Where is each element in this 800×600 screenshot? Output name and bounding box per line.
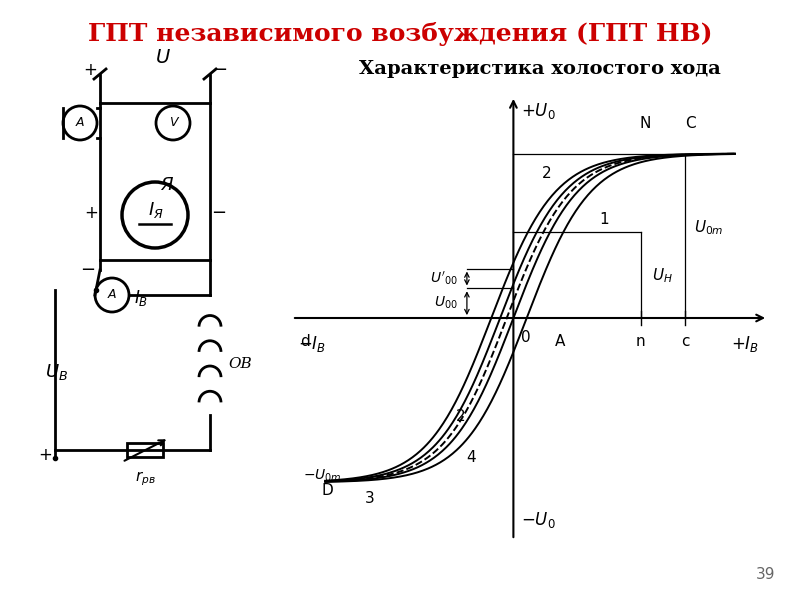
Text: V: V [169,116,178,130]
Circle shape [63,106,97,140]
Text: $U_{00}$: $U_{00}$ [434,295,458,311]
Circle shape [122,182,188,248]
Text: 2: 2 [542,166,551,181]
Text: A: A [554,334,565,349]
Text: $Я$: $Я$ [160,176,174,194]
Text: 39: 39 [755,567,775,582]
Text: $U'_{00}$: $U'_{00}$ [430,270,458,287]
Text: −: − [213,61,227,79]
Text: ГПТ независимого возбуждения (ГПТ НВ): ГПТ независимого возбуждения (ГПТ НВ) [88,22,712,46]
Text: C: C [685,116,696,131]
Text: $r_{р в}$: $r_{р в}$ [134,469,155,488]
Text: d: d [301,334,310,349]
Text: 3: 3 [365,491,374,506]
Text: $I_B$: $I_B$ [134,288,148,308]
Text: $I_Я$: $I_Я$ [148,200,164,220]
Text: +: + [83,61,97,79]
Text: $-U_{0m}$: $-U_{0m}$ [303,467,342,484]
Text: A: A [76,116,84,130]
Text: 0: 0 [521,329,530,344]
Text: D: D [322,483,334,498]
Text: +: + [38,446,52,464]
Text: Характеристика холостого хода: Характеристика холостого хода [359,60,721,78]
Text: n: n [636,334,646,349]
Text: c: c [681,334,690,349]
Circle shape [95,278,129,312]
Text: $U_H$: $U_H$ [652,266,673,284]
Text: −: − [81,261,95,279]
Text: $+U_0$: $+U_0$ [521,101,556,121]
Text: $U$: $U$ [155,49,171,67]
Bar [127,443,163,457]
Text: 1: 1 [599,212,609,227]
Text: −: − [211,204,226,222]
Text: 2: 2 [455,409,465,424]
Text: $+I_B$: $+I_B$ [731,334,759,355]
Text: A: A [108,289,116,301]
Text: +: + [84,204,98,222]
Text: $-U_0$: $-U_0$ [521,510,556,530]
Text: $-I_B$: $-I_B$ [298,334,326,355]
Text: N: N [639,116,651,131]
Circle shape [156,106,190,140]
Text: 4: 4 [466,450,476,465]
Text: $U_B$: $U_B$ [45,362,68,383]
Text: $U_{0m}$: $U_{0m}$ [694,218,723,237]
Text: ОВ: ОВ [228,358,252,371]
